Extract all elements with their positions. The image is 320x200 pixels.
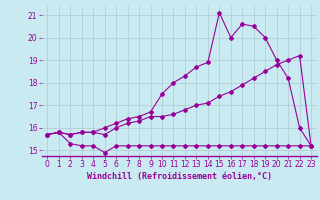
X-axis label: Windchill (Refroidissement éolien,°C): Windchill (Refroidissement éolien,°C) [87, 172, 272, 181]
